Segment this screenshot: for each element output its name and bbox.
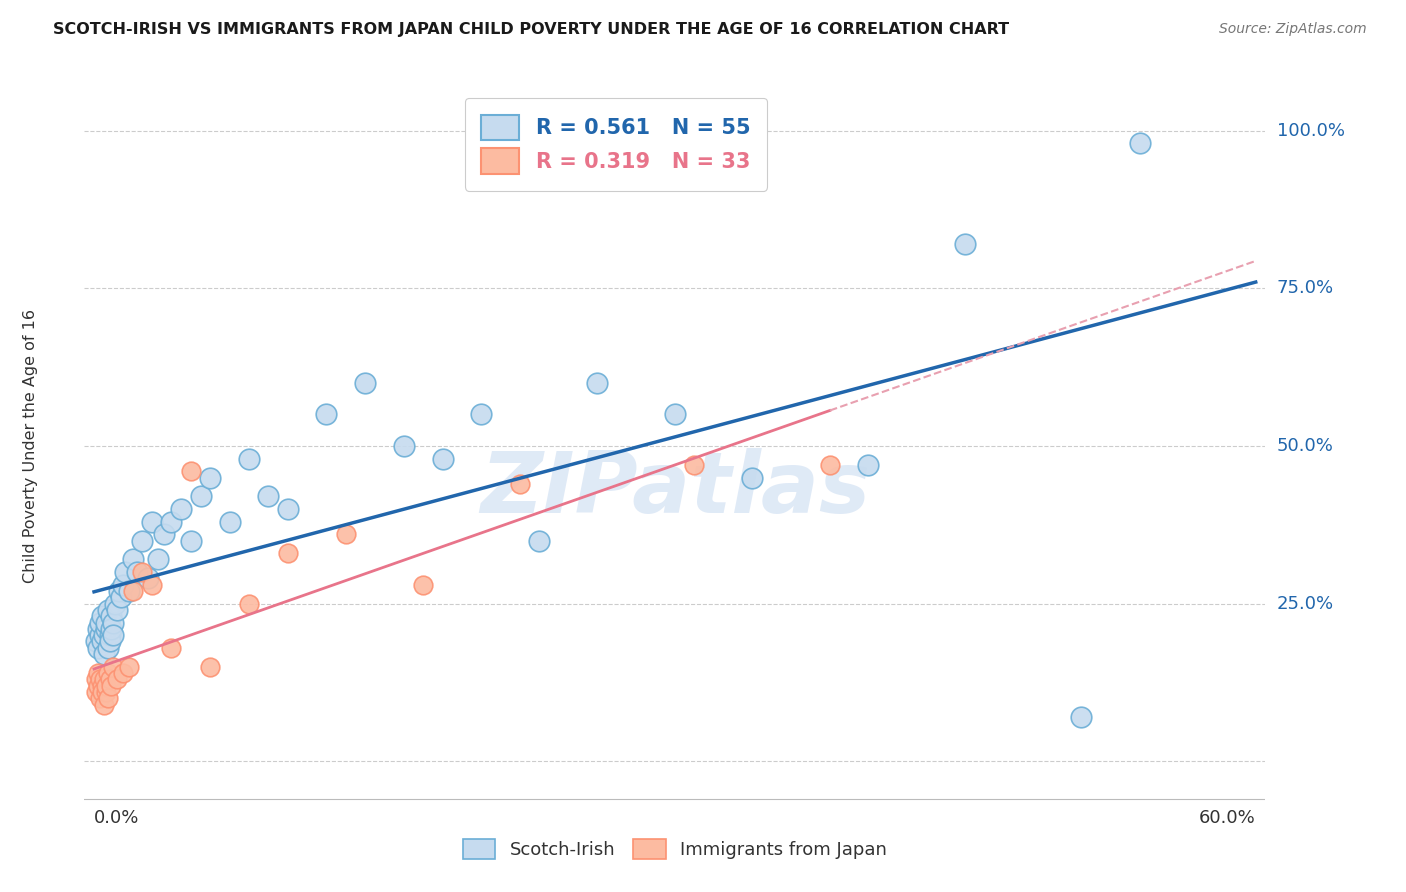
Point (98, 628, 121, 642)
Point (103, 615, 125, 630)
Point (98, 634, 121, 648)
Point (84, 673, 107, 687)
Point (160, 640, 183, 655)
Text: 60.0%: 60.0% (1199, 808, 1256, 827)
Point (509, 476, 531, 491)
Point (238, 451, 260, 466)
Legend: Scotch-Irish, Immigrants from Japan: Scotch-Irish, Immigrants from Japan (454, 830, 896, 869)
Point (664, 408, 686, 422)
Point (218, 515, 240, 529)
Text: 0.0%: 0.0% (94, 808, 139, 827)
Point (354, 376, 377, 390)
Point (315, 408, 337, 422)
Point (100, 679, 122, 693)
Point (118, 584, 141, 599)
Point (108, 584, 131, 599)
Point (412, 578, 434, 592)
Point (136, 571, 159, 585)
Point (180, 533, 202, 548)
Point (112, 578, 135, 592)
Point (105, 603, 128, 617)
Point (277, 546, 299, 560)
Point (93, 673, 115, 687)
Point (94, 615, 117, 630)
Point (955, 237, 977, 252)
Text: SCOTCH-IRISH VS IMMIGRANTS FROM JAPAN CHILD POVERTY UNDER THE AGE OF 16 CORRELAT: SCOTCH-IRISH VS IMMIGRANTS FROM JAPAN CH… (53, 22, 1010, 37)
Point (105, 673, 128, 687)
Point (1128, 136, 1150, 151)
Point (97, 640, 120, 655)
Point (103, 628, 125, 642)
Point (94, 622, 117, 636)
Point (121, 552, 143, 566)
Point (87, 622, 110, 636)
Point (180, 464, 202, 478)
Text: Source: ZipAtlas.com: Source: ZipAtlas.com (1219, 22, 1367, 37)
Point (90, 634, 112, 648)
Point (141, 515, 163, 529)
Point (97, 691, 120, 706)
Point (190, 490, 212, 504)
Point (131, 565, 153, 579)
Point (141, 578, 163, 592)
Point (89, 615, 111, 630)
Point (90, 609, 112, 624)
Point (93, 698, 115, 712)
Point (335, 527, 357, 541)
Point (125, 565, 148, 579)
Point (118, 659, 141, 673)
Point (97, 665, 120, 680)
Point (89, 691, 111, 706)
Point (529, 533, 551, 548)
Point (98, 673, 121, 687)
Point (94, 685, 117, 699)
Point (84, 634, 107, 648)
Point (858, 458, 880, 472)
Text: 75.0%: 75.0% (1277, 279, 1334, 297)
Point (170, 502, 193, 516)
Point (146, 552, 169, 566)
Point (470, 408, 492, 422)
Point (93, 628, 115, 642)
Point (257, 490, 280, 504)
Point (110, 591, 132, 605)
Point (121, 584, 143, 599)
Point (87, 679, 110, 693)
Point (100, 609, 122, 624)
Point (100, 622, 122, 636)
Point (200, 470, 222, 484)
Point (160, 515, 183, 529)
Text: 100.0%: 100.0% (1277, 121, 1344, 140)
Point (683, 458, 706, 472)
Point (112, 665, 135, 680)
Point (114, 565, 136, 579)
Point (152, 527, 174, 541)
Text: 50.0%: 50.0% (1277, 437, 1333, 455)
Text: 25.0%: 25.0% (1277, 595, 1334, 613)
Point (200, 659, 222, 673)
Point (87, 665, 110, 680)
Point (131, 533, 153, 548)
Point (818, 458, 841, 472)
Point (277, 502, 299, 516)
Point (94, 679, 117, 693)
Point (432, 451, 454, 466)
Text: Child Poverty Under the Age of 16: Child Poverty Under the Age of 16 (24, 309, 38, 583)
Point (90, 685, 112, 699)
Point (238, 597, 260, 611)
Point (104, 597, 127, 611)
Point (392, 439, 415, 453)
Point (741, 470, 763, 484)
Point (93, 647, 115, 661)
Text: ZIPatlas: ZIPatlas (479, 449, 870, 532)
Point (89, 628, 111, 642)
Point (586, 376, 609, 390)
Point (97, 603, 120, 617)
Point (87, 640, 110, 655)
Point (1070, 710, 1092, 724)
Point (103, 659, 125, 673)
Point (89, 673, 111, 687)
Point (90, 679, 112, 693)
Point (84, 685, 107, 699)
